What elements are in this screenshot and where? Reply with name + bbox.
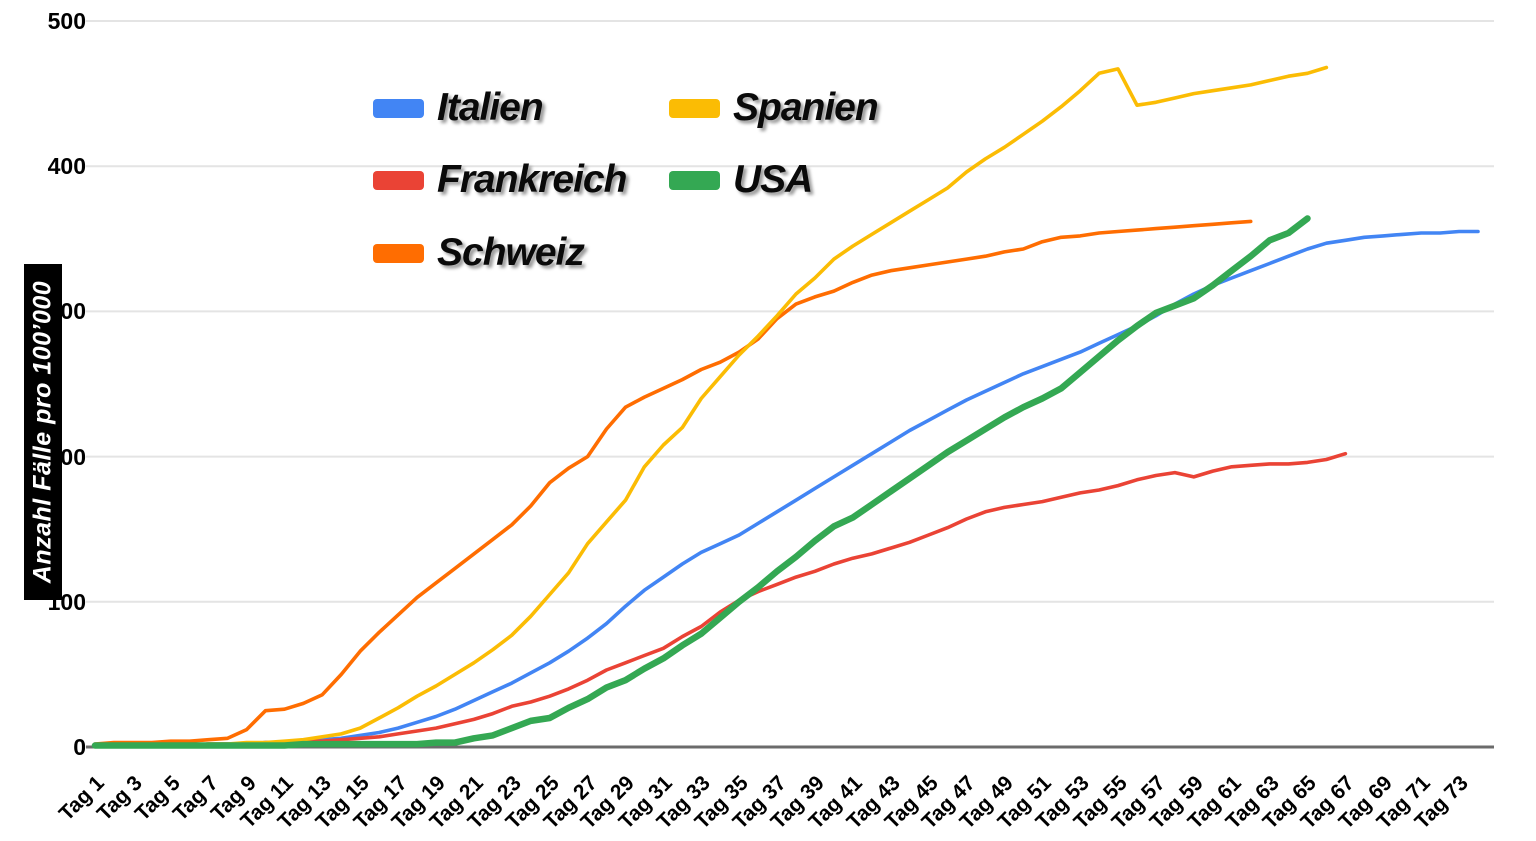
- legend-item-spanien: Spanien: [669, 86, 879, 129]
- legend-item-italien: Italien: [373, 86, 544, 129]
- y-axis-tick-label: 400: [47, 153, 86, 180]
- legend-label-italien: Italien: [437, 86, 544, 129]
- legend-label-frankreich: Frankreich: [437, 158, 627, 201]
- series-line-italien: [93, 229, 1480, 748]
- legend-item-schweiz: Schweiz: [373, 231, 585, 274]
- legend-swatch-italien: [373, 98, 424, 118]
- legend-swatch-frankreich: [373, 170, 424, 190]
- legend-label-usa: USA: [733, 158, 813, 201]
- legend-item-usa: USA: [669, 158, 813, 201]
- legend-item-frankreich: Frankreich: [373, 158, 627, 201]
- series-line-schweiz: [93, 219, 1253, 746]
- y-axis-title: Anzahl Fälle pro 100’000: [28, 280, 57, 584]
- series-line-spanien: [93, 65, 1329, 748]
- series-line-frankreich: [93, 451, 1348, 748]
- legend-swatch-spanien: [669, 98, 720, 118]
- y-axis-title-box: Anzahl Fälle pro 100’000: [24, 264, 62, 600]
- series-line-usa: [91, 215, 1311, 749]
- legend-swatch-schweiz: [373, 243, 424, 263]
- y-axis-tick-label: 0: [73, 734, 86, 760]
- legend-swatch-usa: [669, 170, 720, 190]
- legend-label-schweiz: Schweiz: [437, 231, 585, 274]
- y-axis-tick-label: 500: [47, 8, 86, 34]
- legend-label-spanien: Spanien: [733, 86, 879, 129]
